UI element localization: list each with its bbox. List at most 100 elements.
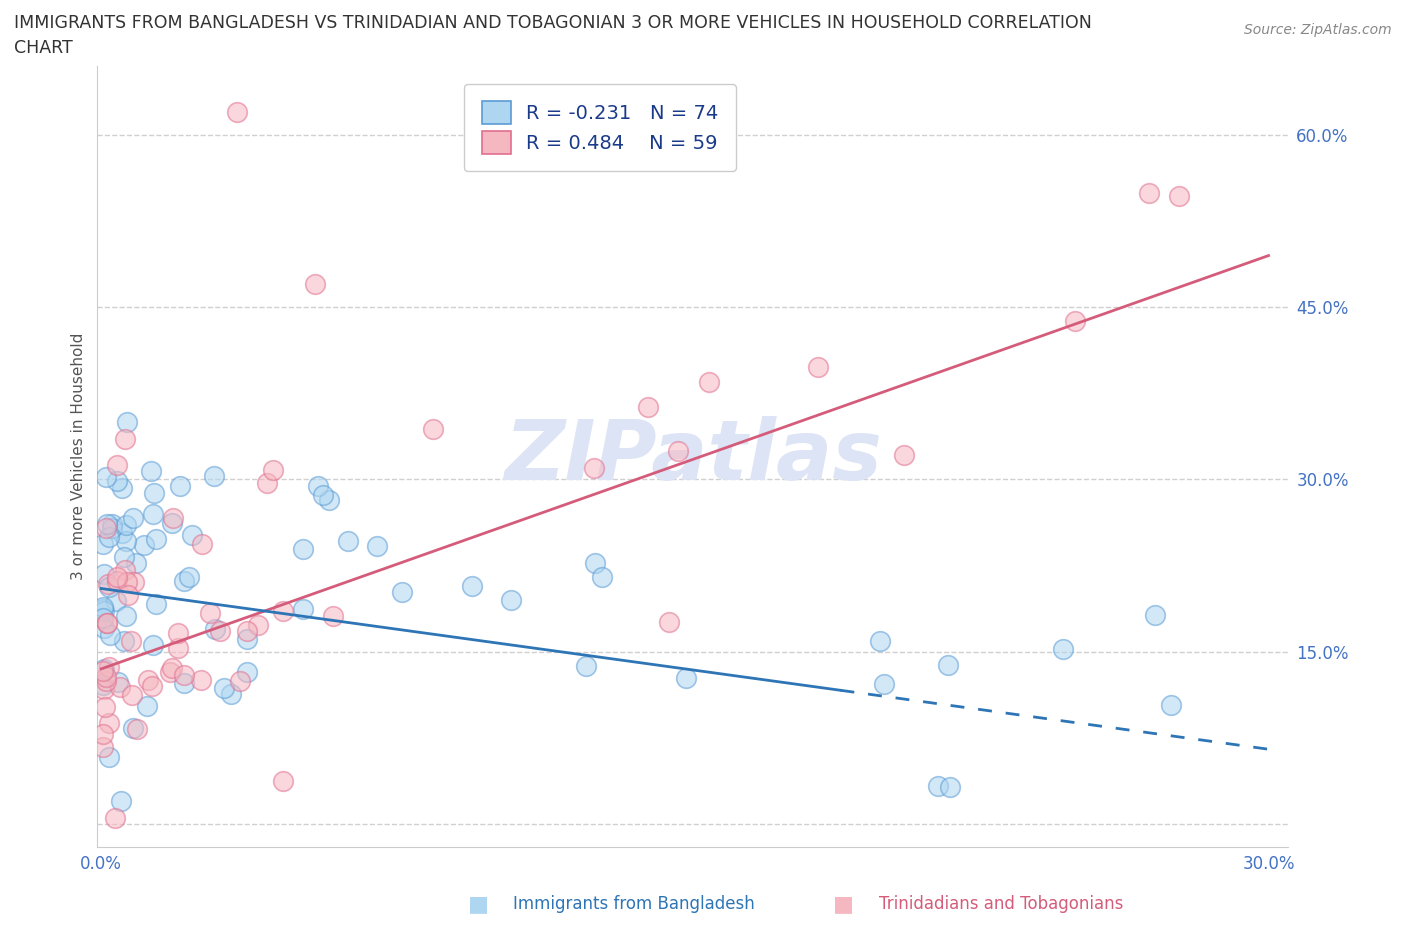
Y-axis label: 3 or more Vehicles in Household: 3 or more Vehicles in Household — [72, 333, 86, 580]
Point — [173, 668, 195, 683]
Point — [117, 587, 139, 602]
Point — [658, 614, 681, 629]
Point — [191, 537, 214, 551]
Point — [91, 727, 114, 742]
Point — [142, 637, 165, 652]
Point — [307, 479, 329, 494]
Point — [104, 811, 127, 826]
Point — [936, 658, 959, 672]
Text: ■: ■ — [834, 894, 853, 914]
Point — [110, 794, 132, 809]
Text: IMMIGRANTS FROM BANGLADESH VS TRINIDADIAN AND TOBAGONIAN 3 OR MORE VEHICLES IN H: IMMIGRANTS FROM BANGLADESH VS TRINIDADIA… — [14, 14, 1092, 32]
Point — [873, 676, 896, 691]
Point — [162, 511, 184, 525]
Point — [98, 628, 121, 643]
Point — [591, 569, 613, 584]
Point — [91, 600, 114, 615]
Point — [807, 359, 830, 374]
Point — [91, 678, 114, 693]
Point — [167, 625, 190, 640]
Point — [112, 550, 135, 565]
Point — [114, 432, 136, 446]
Point — [91, 739, 114, 754]
Point — [202, 469, 225, 484]
Point — [141, 678, 163, 693]
Point — [111, 481, 134, 496]
Point — [422, 422, 444, 437]
Point — [869, 633, 891, 648]
Point — [204, 621, 226, 636]
Point — [105, 458, 128, 472]
Point — [98, 529, 121, 544]
Point — [198, 605, 221, 620]
Text: Trinidadians and Tobagonians: Trinidadians and Tobagonians — [879, 895, 1123, 913]
Point — [499, 592, 522, 607]
Text: Source: ZipAtlas.com: Source: ZipAtlas.com — [1244, 23, 1392, 37]
Point — [114, 608, 136, 623]
Point — [219, 686, 242, 701]
Point — [112, 633, 135, 648]
Point — [98, 716, 121, 731]
Point — [1137, 185, 1160, 200]
Point — [120, 633, 142, 648]
Point — [1052, 642, 1074, 657]
Point — [93, 620, 115, 635]
Point — [460, 578, 482, 593]
Point — [318, 493, 340, 508]
Point — [337, 534, 360, 549]
Point — [179, 569, 201, 584]
Point — [637, 400, 659, 415]
Point — [145, 532, 167, 547]
Point — [209, 623, 232, 638]
Point — [96, 616, 118, 631]
Point — [111, 525, 134, 540]
Point — [256, 475, 278, 490]
Point — [93, 566, 115, 581]
Point — [235, 631, 257, 646]
Point — [136, 699, 159, 714]
Point — [96, 516, 118, 531]
Point — [115, 575, 138, 590]
Point — [94, 670, 117, 684]
Point — [1143, 608, 1166, 623]
Point — [304, 277, 326, 292]
Point — [167, 641, 190, 656]
Point — [190, 672, 212, 687]
Point — [132, 538, 155, 552]
Point — [122, 511, 145, 525]
Point — [173, 574, 195, 589]
Point — [97, 579, 120, 594]
Point — [108, 680, 131, 695]
Text: ZIPatlas: ZIPatlas — [503, 416, 882, 497]
Point — [292, 541, 315, 556]
Point — [91, 602, 114, 617]
Point — [142, 507, 165, 522]
Point — [169, 479, 191, 494]
Point — [101, 520, 124, 535]
Point — [94, 521, 117, 536]
Point — [159, 665, 181, 680]
Point — [105, 569, 128, 584]
Point — [114, 563, 136, 578]
Point — [312, 487, 335, 502]
Point — [246, 618, 269, 632]
Point — [115, 533, 138, 548]
Point — [93, 662, 115, 677]
Point — [107, 674, 129, 689]
Point — [160, 661, 183, 676]
Point — [291, 602, 314, 617]
Text: CHART: CHART — [14, 39, 73, 57]
Point — [697, 374, 720, 389]
Point — [97, 659, 120, 674]
Point — [107, 574, 129, 589]
Point — [322, 608, 344, 623]
Point — [127, 722, 149, 737]
Point — [271, 773, 294, 788]
Point — [1064, 314, 1087, 329]
Point — [91, 610, 114, 625]
Point — [574, 658, 596, 673]
Point — [136, 672, 159, 687]
Point — [180, 527, 202, 542]
Point — [94, 470, 117, 485]
Point — [162, 515, 184, 530]
